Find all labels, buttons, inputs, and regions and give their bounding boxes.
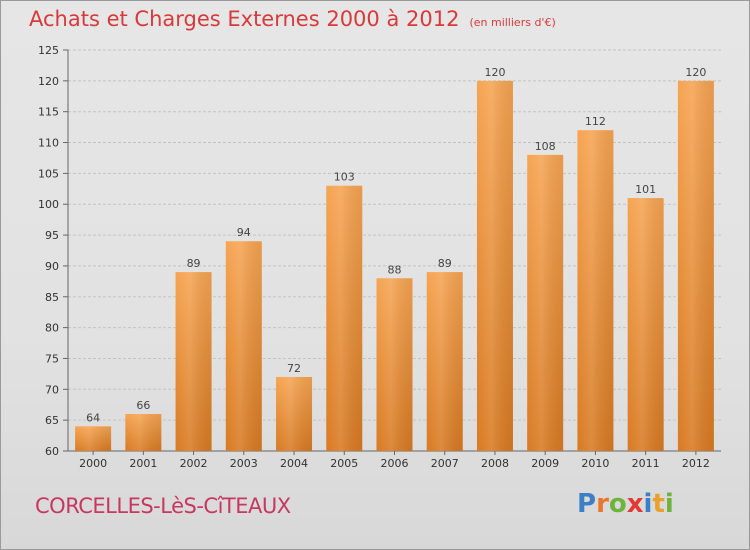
bar-shade bbox=[326, 185, 363, 451]
proxiti-logo: Proxiti bbox=[577, 489, 674, 519]
value-label: 101 bbox=[635, 183, 656, 196]
logo-letter: r bbox=[596, 489, 609, 519]
x-tick-label: 2009 bbox=[531, 457, 559, 470]
value-label: 64 bbox=[86, 411, 100, 424]
value-label: 89 bbox=[187, 257, 201, 270]
y-tick-label: 85 bbox=[45, 291, 59, 304]
x-tick-label: 2012 bbox=[682, 457, 710, 470]
value-label: 103 bbox=[334, 171, 355, 184]
y-tick-label: 110 bbox=[38, 137, 59, 150]
y-tick-label: 95 bbox=[45, 229, 59, 242]
chart-title-text: Achats et Charges Externes 2000 à 2012 bbox=[29, 7, 460, 31]
y-tick-label: 65 bbox=[45, 414, 59, 427]
bar-shade bbox=[376, 278, 413, 451]
value-label: 94 bbox=[237, 226, 251, 239]
x-tick-label: 2006 bbox=[381, 457, 409, 470]
y-tick-label: 125 bbox=[38, 44, 59, 57]
bar-shade bbox=[276, 376, 313, 451]
x-tick-label: 2008 bbox=[481, 457, 509, 470]
bar-shade bbox=[225, 241, 262, 451]
x-tick-label: 2005 bbox=[330, 457, 358, 470]
y-tick-label: 105 bbox=[38, 167, 59, 180]
logo-letter: t bbox=[652, 489, 665, 519]
x-tick-label: 2001 bbox=[129, 457, 157, 470]
bar-shade bbox=[426, 272, 463, 451]
x-tick-label: 2004 bbox=[280, 457, 308, 470]
value-label: 108 bbox=[535, 140, 556, 153]
y-tick-label: 115 bbox=[38, 106, 59, 119]
chart-unit: (en milliers d'€) bbox=[469, 16, 556, 29]
y-tick-label: 100 bbox=[38, 198, 59, 211]
logo-letter: P bbox=[577, 489, 597, 519]
value-label: 120 bbox=[685, 66, 706, 79]
y-tick-label: 90 bbox=[45, 260, 59, 273]
chart-title: Achats et Charges Externes 2000 à 2012 (e… bbox=[29, 7, 556, 31]
logo-letter: i bbox=[643, 489, 653, 519]
y-tick-label: 60 bbox=[45, 445, 59, 458]
bar-shade bbox=[677, 80, 714, 451]
x-tick-label: 2003 bbox=[230, 457, 258, 470]
bar-shade bbox=[75, 426, 112, 451]
logo-letter: o bbox=[608, 489, 627, 519]
y-tick-label: 120 bbox=[38, 75, 59, 88]
value-label: 89 bbox=[438, 257, 452, 270]
x-tick-label: 2011 bbox=[632, 457, 660, 470]
x-tick-label: 2000 bbox=[79, 457, 107, 470]
value-label: 120 bbox=[484, 66, 505, 79]
bar-shade bbox=[476, 80, 513, 451]
logo-letter: x bbox=[626, 489, 644, 519]
bar-shade bbox=[627, 198, 664, 451]
commune-name: CORCELLES-LèS-CîTEAUX bbox=[35, 494, 291, 518]
y-tick-label: 80 bbox=[45, 322, 59, 335]
x-tick-label: 2002 bbox=[180, 457, 208, 470]
value-label: 112 bbox=[585, 115, 606, 128]
bar-shade bbox=[577, 130, 614, 451]
logo-letter: i bbox=[664, 489, 674, 519]
x-tick-label: 2010 bbox=[581, 457, 609, 470]
bar-shade bbox=[527, 154, 564, 451]
y-tick-label: 75 bbox=[45, 352, 59, 365]
bar-shade bbox=[125, 413, 162, 451]
value-label: 72 bbox=[287, 362, 301, 375]
x-tick-label: 2007 bbox=[431, 457, 459, 470]
value-label: 66 bbox=[136, 399, 150, 412]
value-label: 88 bbox=[388, 263, 402, 276]
y-tick-label: 70 bbox=[45, 383, 59, 396]
bar-shade bbox=[175, 272, 212, 451]
